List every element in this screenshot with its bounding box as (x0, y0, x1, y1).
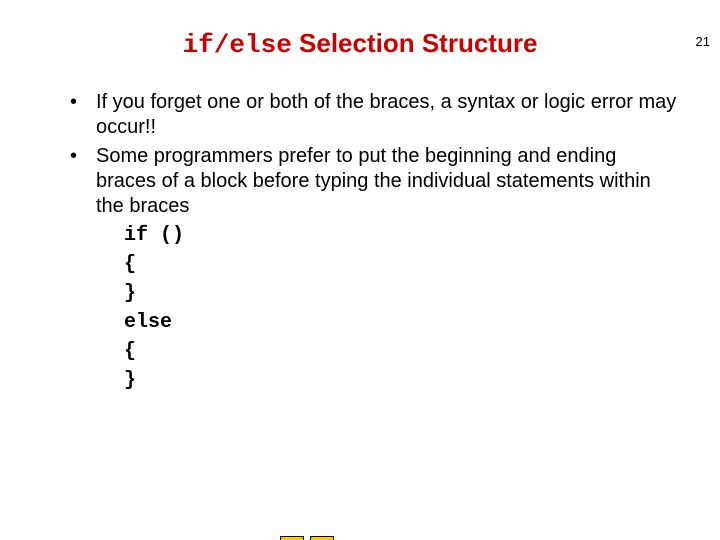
slide-content: If you forget one or both of the braces,… (70, 90, 680, 395)
title-rest: Selection Structure (292, 28, 538, 58)
code-line: { (124, 337, 680, 366)
code-line: } (124, 279, 680, 308)
code-line: } (124, 366, 680, 395)
code-line: { (124, 250, 680, 279)
title-mono-part: if/else (183, 30, 292, 60)
code-line: else (124, 308, 680, 337)
code-line: if () (124, 221, 680, 250)
slide-title: if/else Selection Structure (0, 28, 720, 60)
prev-button[interactable] (280, 536, 304, 540)
bullet-text: Some programmers prefer to put the begin… (96, 145, 651, 217)
list-item: If you forget one or both of the braces,… (70, 90, 680, 140)
nav-arrows (280, 536, 334, 540)
page-number: 21 (696, 34, 710, 49)
list-item: Some programmers prefer to put the begin… (70, 144, 680, 395)
code-block: if () { } else { } (124, 221, 680, 395)
next-button[interactable] (310, 536, 334, 540)
bullet-list: If you forget one or both of the braces,… (70, 90, 680, 395)
